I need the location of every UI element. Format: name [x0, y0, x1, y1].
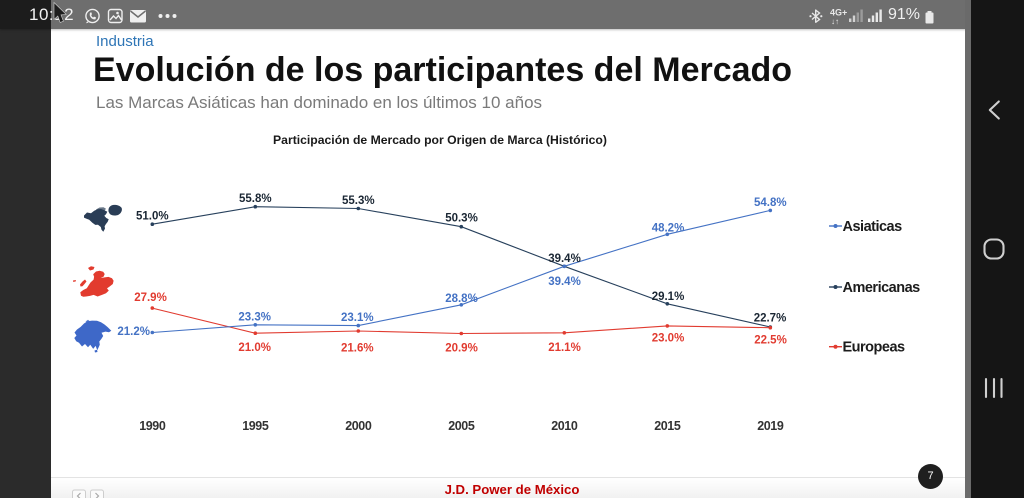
svg-text:20.9%: 20.9%	[445, 343, 478, 355]
svg-text:Asiaticas: Asiaticas	[843, 219, 903, 235]
svg-text:21.1%: 21.1%	[548, 342, 581, 354]
svg-text:39.4%: 39.4%	[548, 253, 581, 265]
svg-text:22.5%: 22.5%	[754, 335, 787, 347]
svg-text:21.6%: 21.6%	[341, 342, 374, 354]
svg-text:55.8%: 55.8%	[239, 193, 272, 205]
svg-text:2005: 2005	[448, 419, 475, 433]
svg-text:23.0%: 23.0%	[652, 333, 685, 345]
svg-text:2019: 2019	[757, 419, 784, 433]
svg-text:48.2%: 48.2%	[652, 222, 685, 234]
svg-text:21.0%: 21.0%	[238, 342, 271, 354]
svg-text:50.3%: 50.3%	[445, 212, 478, 224]
svg-text:2015: 2015	[654, 419, 681, 433]
svg-text:2010: 2010	[551, 419, 578, 433]
svg-text:55.3%: 55.3%	[342, 195, 375, 207]
svg-text:22.7%: 22.7%	[754, 313, 787, 325]
svg-text:1995: 1995	[242, 419, 269, 433]
svg-text:28.8%: 28.8%	[445, 293, 478, 305]
svg-text:↓↑: ↓↑	[831, 17, 839, 26]
svg-text:1990: 1990	[139, 419, 166, 433]
svg-text:23.3%: 23.3%	[238, 312, 271, 324]
svg-text:27.9%: 27.9%	[134, 292, 167, 304]
svg-text:Americanas: Americanas	[843, 280, 921, 296]
svg-text:23.1%: 23.1%	[341, 312, 374, 324]
svg-text:54.8%: 54.8%	[754, 197, 787, 209]
svg-text:51.0%: 51.0%	[136, 211, 169, 223]
svg-text:Europeas: Europeas	[843, 340, 906, 356]
svg-text:39.4%: 39.4%	[548, 276, 581, 288]
svg-text:29.1%: 29.1%	[652, 291, 685, 303]
svg-text:2000: 2000	[345, 419, 372, 433]
svg-text:4G+: 4G+	[830, 8, 847, 18]
svg-text:21.2%: 21.2%	[117, 326, 150, 338]
